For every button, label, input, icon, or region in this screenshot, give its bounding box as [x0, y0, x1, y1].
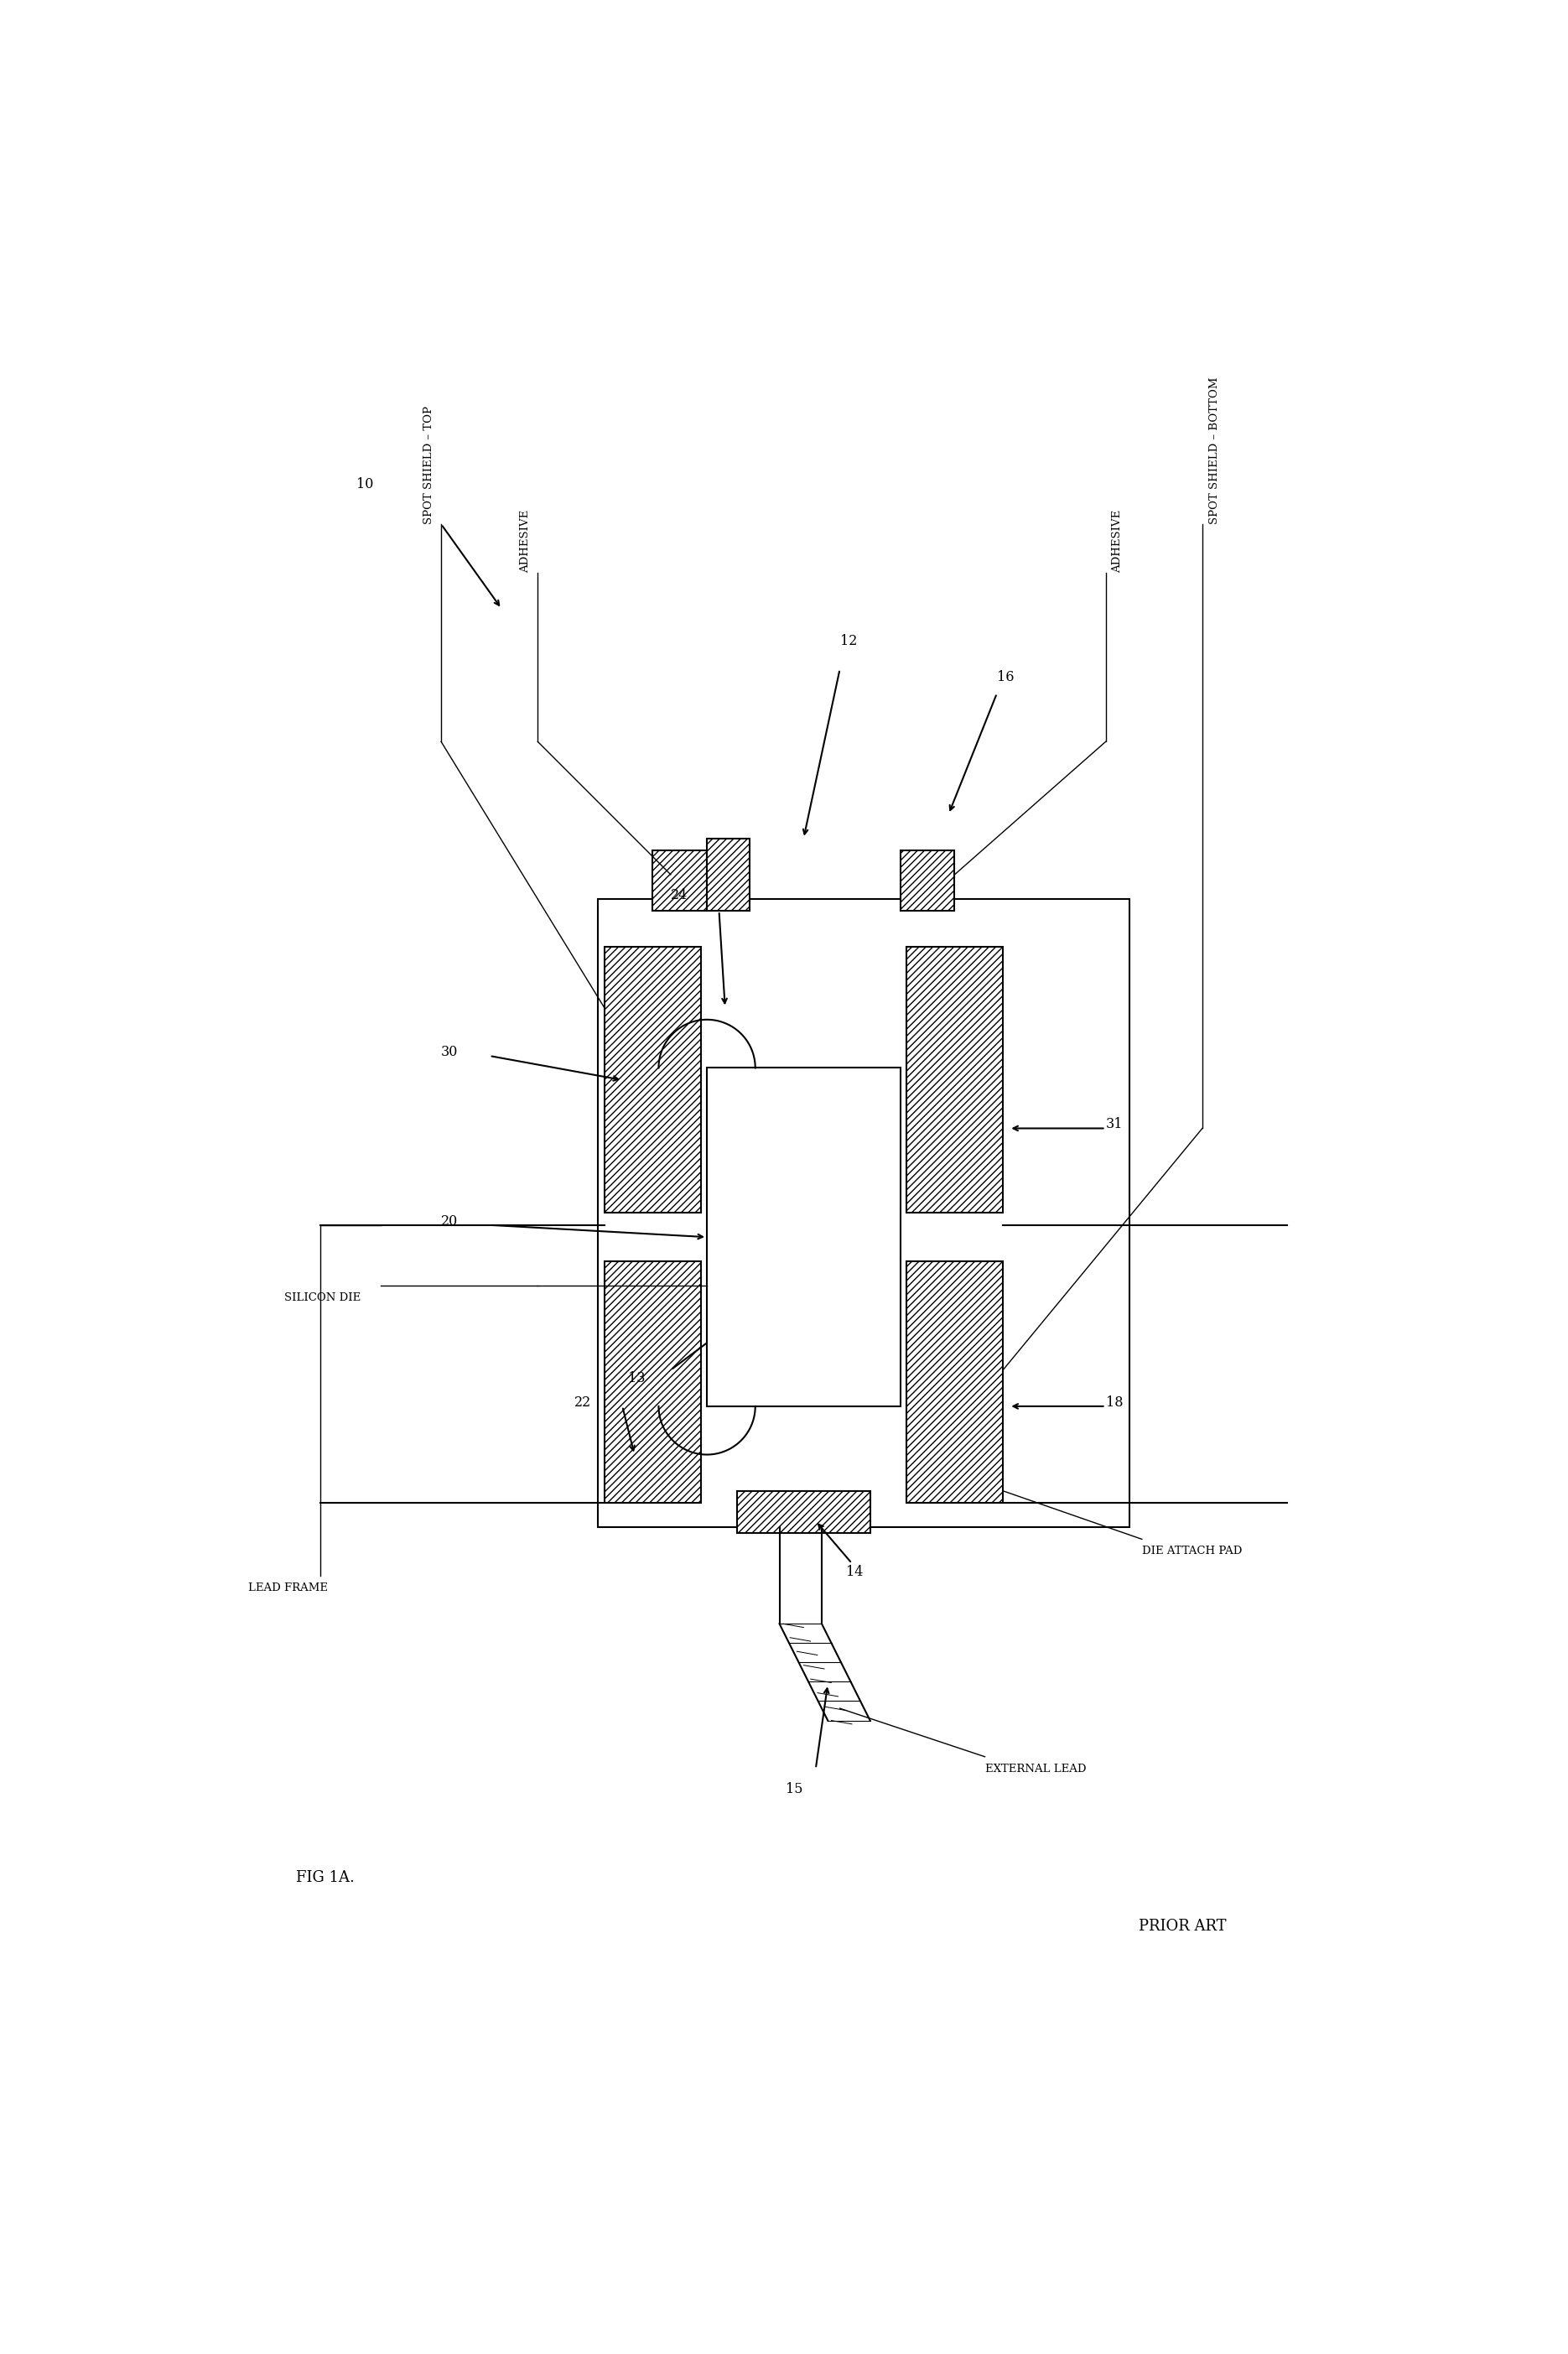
- Bar: [906, 946, 1004, 1212]
- Text: 22: 22: [574, 1396, 591, 1410]
- Bar: [906, 1262, 1004, 1502]
- Text: SPOT SHIELD – TOP: SPOT SHIELD – TOP: [423, 405, 434, 525]
- Text: 18: 18: [1105, 1396, 1123, 1410]
- Text: 12: 12: [840, 633, 858, 647]
- Text: 14: 14: [845, 1565, 862, 1580]
- Text: SILICON DIE: SILICON DIE: [284, 1292, 361, 1304]
- Text: 16: 16: [997, 671, 1014, 685]
- Text: 10: 10: [356, 478, 373, 492]
- Bar: [652, 850, 707, 911]
- Text: 15: 15: [786, 1782, 803, 1796]
- Text: PRIOR ART: PRIOR ART: [1138, 1919, 1226, 1933]
- Text: 31: 31: [1105, 1118, 1123, 1132]
- Bar: [707, 1069, 900, 1405]
- Text: SPOT SHIELD – BOTTOM: SPOT SHIELD – BOTTOM: [1209, 377, 1220, 525]
- Text: DIE ATTACH PAD: DIE ATTACH PAD: [1142, 1547, 1242, 1556]
- Text: ADHESIVE: ADHESIVE: [1112, 508, 1123, 572]
- Text: EXTERNAL LEAD: EXTERNAL LEAD: [985, 1763, 1087, 1775]
- Text: LEAD FRAME: LEAD FRAME: [248, 1582, 328, 1594]
- Bar: [604, 946, 701, 1212]
- Text: 13: 13: [629, 1372, 646, 1387]
- Text: 20: 20: [441, 1215, 458, 1229]
- Bar: [900, 850, 955, 911]
- Text: 30: 30: [441, 1045, 458, 1059]
- Bar: [707, 838, 750, 911]
- Bar: [599, 899, 1131, 1528]
- Text: FIG 1A.: FIG 1A.: [296, 1869, 354, 1886]
- Bar: [604, 1262, 701, 1502]
- Text: 24: 24: [671, 887, 688, 902]
- Text: ADHESIVE: ADHESIVE: [521, 508, 532, 572]
- Bar: [737, 1490, 870, 1532]
